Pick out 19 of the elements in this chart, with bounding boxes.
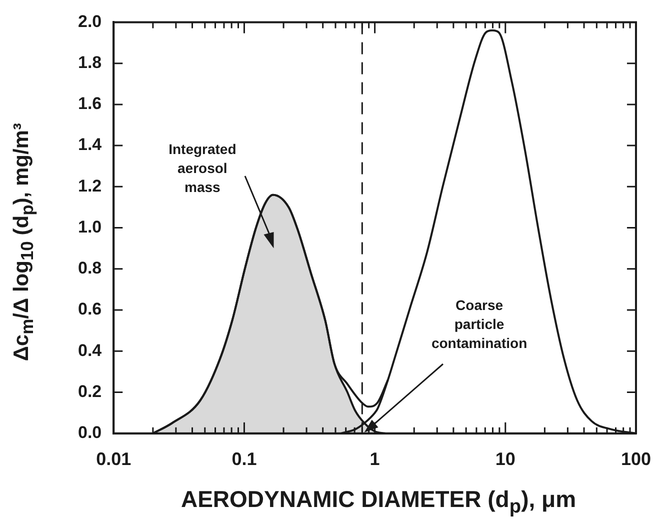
annotation: Integrated aerosol mass xyxy=(168,140,236,195)
x-tick-label: 100 xyxy=(620,449,652,470)
y-tick-label: 1.0 xyxy=(78,217,102,236)
x-tick-label: 10 xyxy=(495,449,516,470)
y-tick-label: 1.2 xyxy=(78,176,102,196)
y-tick-label: 0.6 xyxy=(78,300,102,319)
y-tick-label: 0.4 xyxy=(78,340,102,360)
y-tick-label: 1.6 xyxy=(78,94,102,114)
y-tick-label: 0.8 xyxy=(78,258,102,278)
y-tick-label: 1.4 xyxy=(78,135,102,154)
y-tick-label: 0.2 xyxy=(78,382,102,401)
x-tick-label: 0.1 xyxy=(232,449,257,470)
x-tick-label: 0.01 xyxy=(96,449,132,470)
y-tick-label: 1.8 xyxy=(78,53,102,72)
x-tick-label: 1 xyxy=(370,449,380,470)
annotation: Coarse particle contamination xyxy=(431,297,528,352)
y-tick-label: 2.0 xyxy=(78,12,102,31)
x-axis-title: AERODYNAMIC DIAMETER (d$_{p}$), μm xyxy=(180,486,578,519)
y-tick-label: 0.0 xyxy=(78,423,102,442)
